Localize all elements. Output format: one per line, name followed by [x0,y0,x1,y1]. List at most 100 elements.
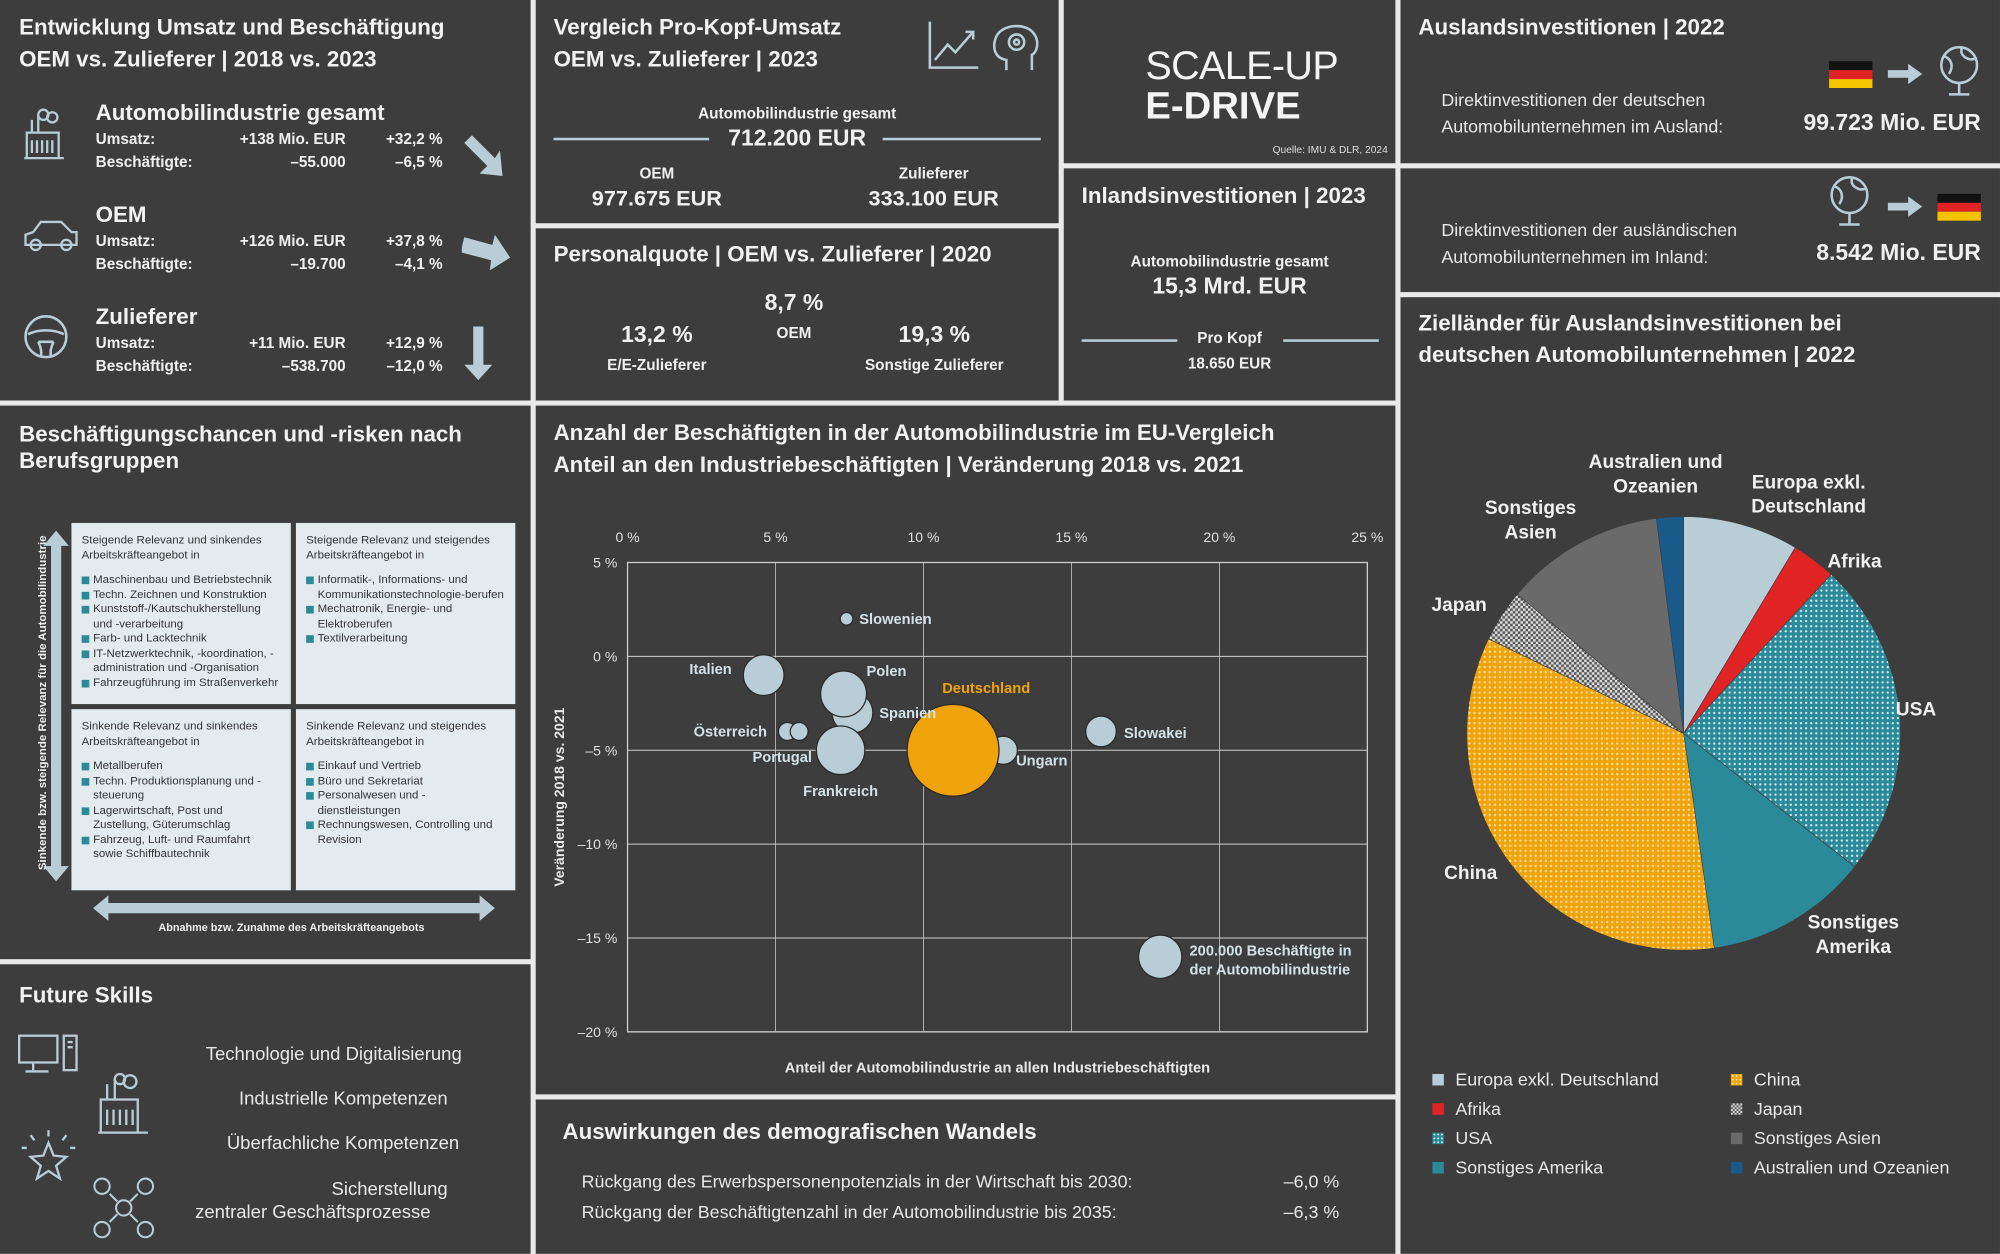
size-legend-label: der Automobilindustrie [1190,963,1351,979]
legend-label: Sonstiges Asien [1753,1127,1881,1148]
trend-arrow-icon [464,326,493,381]
quadrant: Sinkende Relevanz und steigendes Arbeits… [295,709,516,891]
y-tick-label: 0 % [593,648,617,664]
legend-item: Sonstiges Amerika [1432,1157,1603,1177]
skill-industrial: Industrielle Kompetenzen [238,1089,448,1110]
legend-label: USA [1455,1127,1493,1148]
demography-row-label: Rückgang der Beschäftigtenzahl in der Au… [581,1201,1117,1222]
bubble-polen [819,670,868,718]
slice-label: Sonstiges [1485,498,1576,519]
x-tick-label: 5 % [763,529,787,545]
outbound-value: 99.723 Mio. EUR [1803,109,1981,136]
occupation-item: Fahrzeug, Luft- und Raumfahrt sowie Schi… [81,832,281,861]
growth-chart-head-gear-icon [928,21,1039,71]
occupation-item: Mechatronik, Energie- und Elektroberufen [306,602,505,631]
legend-label: Europa exkl. Deutschland [1455,1068,1659,1090]
legend-swatch [1730,1132,1743,1145]
brand-panel: SCALE-UP E-DRIVE Quelle: IMU & DLR, 2024 [1063,0,1396,164]
x-axis-label: Anteil der Automobilindustrie an allen I… [785,1061,1210,1077]
revenue-pct: +12,9 % [385,334,443,353]
legend-swatch [1730,1103,1743,1115]
bubble-label: Italien [689,662,731,678]
revenue-abs: +126 Mio. EUR [239,232,346,250]
group-total: Automobilindustrie gesamt Umsatz: +138 Mio… [0,97,531,199]
emp-abs: –538.700 [281,357,346,375]
emp-pct: –6,5 % [394,153,443,171]
occupation-item: Fahrzeugführung im Straßenverkehr [81,675,281,690]
vertical-double-arrow-icon [43,530,69,882]
bubble-chart: 0 % 5 % 10 % 15 % 20 % 25 % 5 % 0 % –5 % –10 % –15… [551,529,1384,1077]
skill-processes-2: zentraler Geschäftsprozesse [195,1202,431,1224]
panel-title: Future Skills [19,982,154,1008]
per-head-label: Pro Kopf [1197,329,1262,347]
outbound-text-2: Automobilunternehmen im Ausland: [1441,116,1724,137]
revenue-abs: +11 Mio. EUR [249,334,346,353]
bubble-label: Portugal [752,750,811,766]
germany-flag-icon [1937,193,1981,221]
total-value: 712.200 EUR [728,124,867,151]
occupation-groups-panel: Beschäftigungschancen und -risken nach Be… [0,405,531,960]
x-tick-label: 10 % [907,529,939,545]
per-capita-panel: Vergleich Pro-Kopf-Umsatz OEM vs. Zulief… [535,0,1059,224]
pie-slice [1683,732,1856,949]
group-name: Automobilindustrie gesamt [95,99,385,125]
slice-label: Europa exkl. [1752,473,1866,494]
emp-label: Beschäftigte: [95,255,193,273]
slice-label: Asien [1505,522,1557,543]
bubble-label: Österreich [694,724,767,741]
y-tick-label: –5 % [585,742,617,758]
domestic-investment-panel: Inlandsinvestitionen | 2023 Automobilind… [1063,168,1396,401]
steering-wheel-icon [24,315,68,359]
trend-arrow-icon [461,234,511,271]
outbound-text-1: Direktinvestitionen der deutschen [1441,89,1706,110]
revenue-label: Umsatz: [95,232,156,250]
globe-icon [1830,176,1869,226]
panel-title: Beschäftigungschancen und -risken nach Be… [19,421,462,475]
group-supplier: Zulieferer Umsatz: +11 Mio. EUR +12,9 % Besc… [0,301,531,400]
quadrant-heading: Sinkende Relevanz und sinkendes Arbeitsk… [81,719,258,747]
legend-item: Australien und Ozeanien [1730,1157,1949,1177]
y-axis-label: Sinkende bzw. steigende Relevanz für die… [35,535,49,871]
panel-title-2: Berufsgruppen [19,447,180,474]
bubble-label: Ungarn [1016,754,1067,770]
legend-swatch [1432,1132,1444,1145]
panel-title: Inlandsinvestitionen | 2023 [1081,182,1366,208]
skill-technology: Technologie und Digitalisierung [205,1044,462,1066]
demography-panel: Auswirkungen des demografischen Wandels … [535,1099,1396,1254]
car-icon [24,220,78,252]
legend-label: Japan [1753,1098,1803,1119]
occupation-item: Einkauf und Vertrieb [306,759,505,774]
arrow-right-icon [1887,196,1923,217]
occupation-item: Techn. Zeichnen und Konstruktion [81,587,281,602]
occupation-item: Farb- und Lacktechnik [81,631,281,646]
future-skills-panel: Future Skills Technologie und Digitalisi… [0,964,531,1254]
legend-item: Afrika [1432,1098,1501,1119]
legend-swatch [1432,1161,1444,1174]
panel-subtitle: deutschen Automobilunternehmen | 2022 [1418,341,1856,368]
total-value: 15,3 Mrd. EUR [1152,272,1307,299]
occupation-item: Personalwesen und -dienstleistungen [306,788,505,817]
slice-label: Deutschland [1751,497,1866,518]
demography-row-value: –6,0 % [1283,1170,1340,1192]
revenue-employment-panel: Entwicklung Umsatz und Beschäftigung OEM… [0,0,531,401]
x-tick-label: 25 % [1351,529,1383,545]
trend-arrow-icon [464,135,503,177]
slice-label: Sonstiges [1808,913,1899,934]
y-tick-label: –15 % [578,930,618,946]
slice-label: Afrika [1827,552,1882,573]
slice-label: USA [1896,700,1937,721]
legend-label: Sonstiges Amerika [1455,1156,1604,1178]
emp-label: Beschäftigte: [95,357,193,375]
globe-icon [1940,45,1979,96]
revenue-abs: +138 Mio. EUR [239,130,346,148]
bubble-italien [742,654,785,697]
legend-swatch [1730,1073,1743,1086]
occupation-item: IT-Netzwerktechnik, -koordination, -admi… [81,646,281,675]
slice-label: Japan [1432,595,1487,616]
pie-slice [1683,516,1796,735]
brand-logo-line2: E-DRIVE [1145,85,1301,128]
germany-flag-icon [1829,61,1873,89]
group-name: OEM [95,201,147,228]
factory-icon [98,1072,148,1134]
staff-ratio-panel: Personalquote | OEM vs. Zulieferer | 202… [535,228,1059,401]
